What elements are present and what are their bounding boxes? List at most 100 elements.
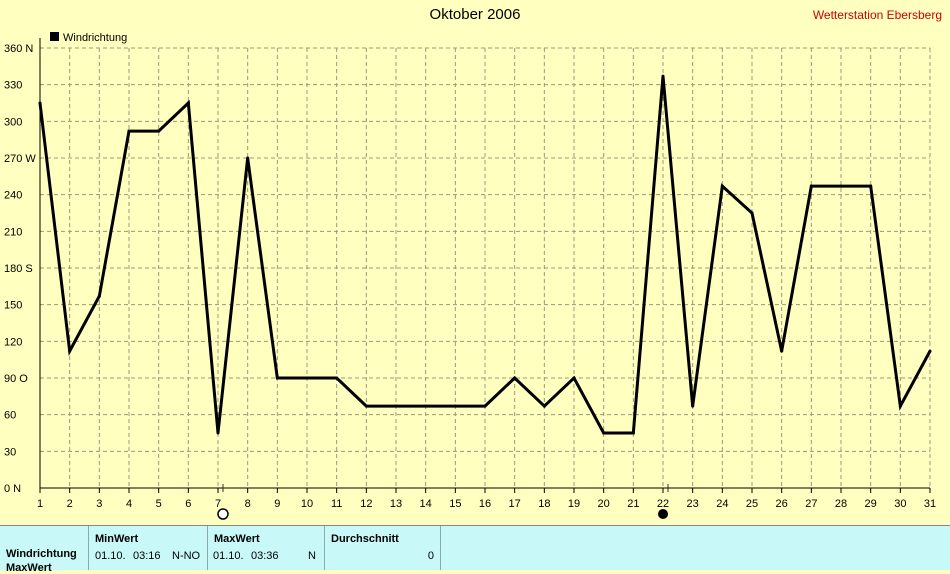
data-point (38, 101, 42, 105)
y-tick-label: 300 (4, 116, 22, 128)
x-tick-label: 14 (420, 498, 432, 510)
x-tick-label: 29 (865, 498, 877, 510)
data-point (691, 404, 695, 408)
min-value: N-NO (172, 550, 201, 562)
data-point (394, 404, 398, 408)
max-header: MaxWert (214, 533, 260, 545)
y-tick-label: 60 (4, 410, 16, 422)
min-cell: MinWert 01.10. 03:16 N-NO (89, 526, 208, 570)
data-point (928, 349, 932, 353)
y-tick-label: 90 O (4, 373, 28, 385)
x-tick-label: 10 (301, 498, 313, 510)
legend-label: Windrichtung (63, 32, 127, 44)
data-point (157, 129, 161, 133)
max-date: 01.10. (213, 550, 244, 562)
max-value: N (308, 550, 316, 562)
x-tick-label: 7 (215, 498, 221, 510)
data-point (661, 74, 665, 78)
y-tick-label: 120 (4, 336, 22, 348)
data-point (68, 349, 72, 353)
data-point (335, 376, 339, 380)
y-tick-label: 180 S (4, 263, 33, 275)
y-tick-label: 360 N (4, 43, 33, 55)
x-tick-label: 16 (479, 498, 491, 510)
summary-table: Windrichtung MaxWert MinWert 01.10. 03:1… (0, 525, 950, 574)
data-point (750, 211, 754, 215)
x-tick-label: 21 (627, 498, 639, 510)
data-point (186, 101, 190, 105)
x-tick-label: 20 (598, 498, 610, 510)
x-tick-label: 24 (716, 498, 728, 510)
min-date: 01.10. (95, 550, 126, 562)
x-tick-label: 23 (687, 498, 699, 510)
x-tick-label: 15 (449, 498, 461, 510)
data-point (809, 184, 813, 188)
x-tick-label: 9 (274, 498, 280, 510)
x-tick-label: 5 (156, 498, 162, 510)
data-point (364, 404, 368, 408)
data-point (246, 156, 250, 160)
data-point (453, 404, 457, 408)
y-tick-label: 240 (4, 190, 22, 202)
station-label: Wetterstation Ebersberg (812, 8, 942, 22)
x-tick-label: 2 (67, 498, 73, 510)
moon-markers (217, 484, 669, 520)
summary-row-label-cell: Windrichtung MaxWert (0, 526, 89, 574)
data-point (216, 431, 220, 435)
x-tick-label: 27 (805, 498, 817, 510)
y-tick-label: 210 (4, 226, 22, 238)
data-point (542, 404, 546, 408)
data-point (127, 129, 131, 133)
summary-row-label: Windrichtung (6, 548, 77, 560)
data-point (572, 376, 576, 380)
chart-series (38, 74, 932, 435)
y-tick-label: 270 W (4, 153, 36, 165)
data-point (869, 184, 873, 188)
chart-grid (40, 47, 931, 488)
x-tick-label: 28 (835, 498, 847, 510)
x-tick-label: 22 (657, 498, 669, 510)
x-tick-label: 4 (126, 498, 132, 510)
page-title: Oktober 2006 (429, 6, 521, 23)
x-tick-label: 17 (509, 498, 521, 510)
avg-value: 0 (427, 550, 434, 562)
y-tick-label: 0 N (4, 483, 21, 495)
legend-swatch (50, 32, 59, 41)
data-point (424, 404, 428, 408)
min-header: MinWert (95, 533, 139, 545)
data-point (839, 184, 843, 188)
data-point (305, 376, 309, 380)
data-point (275, 376, 279, 380)
max-cell: MaxWert 01.10. 03:36 N (208, 526, 325, 570)
data-point (780, 349, 784, 353)
x-tick-label: 18 (538, 498, 550, 510)
x-tick-label: 25 (746, 498, 758, 510)
x-tick-label: 31 (924, 498, 936, 510)
data-point (602, 431, 606, 435)
max-time: 03:36 (251, 550, 279, 562)
x-tick-label: 19 (568, 498, 580, 510)
x-tick-label: 11 (331, 498, 342, 510)
y-tick-label: 330 (4, 80, 22, 92)
x-tick-label: 13 (390, 498, 402, 510)
full-moon-icon (217, 508, 229, 520)
x-tick-label: 6 (185, 498, 191, 510)
data-point (513, 376, 517, 380)
x-tick-label: 3 (96, 498, 102, 510)
summary-row-label-2: MaxWert (6, 562, 52, 574)
data-point (720, 184, 724, 188)
x-tick-label: 1 (37, 498, 43, 510)
data-point (483, 404, 487, 408)
chart-legend: Windrichtung (50, 32, 127, 44)
x-tick-label: 12 (360, 498, 372, 510)
x-tick-label: 30 (894, 498, 906, 510)
y-tick-label: 150 (4, 300, 22, 312)
avg-header: Durchschnitt (331, 533, 399, 545)
data-point (898, 404, 902, 408)
data-point (631, 431, 635, 435)
data-point (97, 294, 101, 298)
x-tick-label: 26 (776, 498, 788, 510)
x-tick-label: 8 (245, 498, 251, 510)
